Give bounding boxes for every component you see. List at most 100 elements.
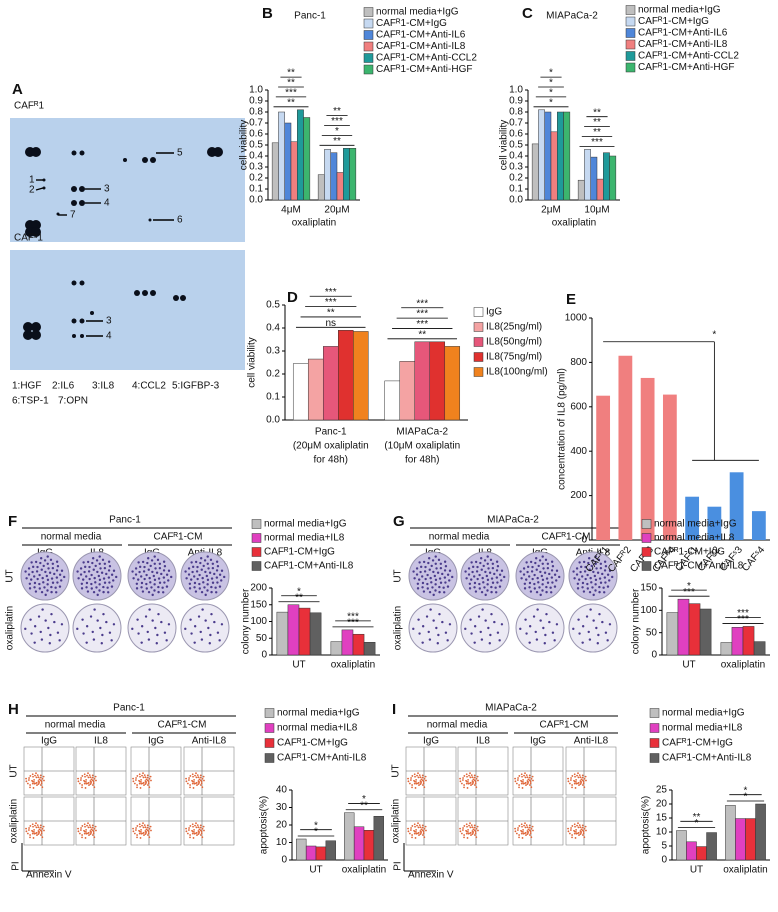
bar bbox=[363, 642, 376, 656]
flow-event bbox=[529, 780, 532, 783]
flow-event bbox=[142, 822, 144, 825]
legend-swatch bbox=[363, 7, 374, 17]
flow-event bbox=[422, 782, 425, 785]
flow-event bbox=[94, 775, 97, 778]
flow-event bbox=[526, 783, 529, 786]
colony bbox=[24, 570, 27, 573]
legend-label: normal media+IgG bbox=[662, 708, 745, 719]
flow-event bbox=[520, 823, 523, 826]
flow-event bbox=[416, 832, 419, 835]
colony bbox=[578, 578, 581, 581]
colony bbox=[190, 632, 193, 635]
flow-event bbox=[32, 787, 35, 789]
flow-event bbox=[419, 776, 422, 779]
flow-event bbox=[81, 834, 84, 836]
colony bbox=[112, 623, 116, 626]
flow-event bbox=[201, 836, 204, 839]
flow-event bbox=[28, 777, 30, 779]
flow-event bbox=[465, 829, 467, 832]
colony bbox=[524, 618, 527, 621]
panel-letter: D bbox=[287, 289, 298, 306]
flow-event bbox=[33, 782, 36, 785]
colony bbox=[154, 626, 157, 630]
colony bbox=[545, 585, 548, 589]
legend-label: CAFᴿ1-CM+IgG bbox=[277, 738, 348, 749]
array-spot bbox=[79, 280, 85, 286]
colony bbox=[140, 641, 143, 644]
colony bbox=[202, 564, 205, 568]
colony bbox=[432, 619, 435, 622]
colony bbox=[41, 576, 44, 580]
flow-event bbox=[193, 779, 195, 781]
flow-event bbox=[460, 782, 463, 785]
flow-event bbox=[81, 784, 84, 786]
bar bbox=[322, 346, 339, 421]
colony bbox=[215, 576, 219, 579]
colony bbox=[165, 639, 168, 642]
array-spot bbox=[90, 311, 94, 315]
x-axis-label: oxaliplatin bbox=[292, 218, 336, 229]
flow-event bbox=[466, 787, 469, 789]
group-label: normal media bbox=[427, 720, 488, 731]
flow-event bbox=[467, 832, 470, 835]
colony bbox=[158, 562, 162, 566]
colony bbox=[575, 573, 579, 576]
row-label: UT bbox=[391, 764, 402, 777]
flow-event bbox=[522, 779, 524, 781]
colony bbox=[441, 572, 444, 576]
flow-event bbox=[567, 777, 569, 780]
x-tick-label: oxaliplatin bbox=[721, 660, 765, 671]
colony bbox=[48, 642, 51, 645]
colony bbox=[577, 618, 580, 621]
bar bbox=[276, 611, 289, 656]
legend-label: CAFᴿ1-CM+Anti-CCL2 bbox=[638, 51, 739, 62]
colony bbox=[587, 557, 591, 560]
colony bbox=[151, 593, 154, 597]
flow-event bbox=[90, 828, 93, 831]
flow-event bbox=[526, 826, 529, 829]
y-tick-label: 0.8 bbox=[249, 107, 263, 118]
colony bbox=[488, 642, 491, 645]
flow-event bbox=[200, 832, 203, 835]
flow-event bbox=[525, 834, 527, 837]
flow-event bbox=[530, 827, 533, 830]
flow-event bbox=[139, 787, 142, 789]
colony bbox=[476, 577, 479, 581]
flow-event bbox=[472, 778, 475, 781]
flow-event bbox=[146, 779, 149, 782]
y-tick-label: 0 bbox=[581, 535, 587, 546]
colony bbox=[541, 578, 545, 582]
colony bbox=[208, 571, 212, 574]
colony bbox=[189, 618, 192, 621]
column-label: IgG bbox=[41, 736, 57, 747]
x-tick-label: 20μM bbox=[324, 205, 349, 216]
y-tick-label: 150 bbox=[250, 599, 267, 610]
array-spot bbox=[71, 318, 77, 324]
flow-event bbox=[36, 774, 39, 777]
colony bbox=[163, 631, 167, 634]
significance-label: *** bbox=[347, 611, 359, 622]
colony bbox=[432, 570, 435, 574]
colony bbox=[199, 561, 202, 565]
colony bbox=[539, 593, 542, 597]
flow-event bbox=[570, 827, 572, 829]
flow-event bbox=[571, 786, 573, 789]
colony bbox=[429, 608, 432, 611]
flow-event bbox=[522, 782, 525, 785]
legend-swatch bbox=[473, 322, 484, 332]
colony bbox=[430, 564, 433, 568]
colony bbox=[135, 587, 139, 590]
flow-event bbox=[144, 783, 147, 786]
flow-event bbox=[528, 824, 531, 827]
row-label: oxaliplatin bbox=[391, 799, 402, 843]
colony bbox=[220, 623, 224, 626]
flow-event bbox=[471, 826, 474, 829]
colony bbox=[446, 639, 449, 642]
flow-event bbox=[37, 833, 40, 836]
flow-event bbox=[416, 782, 419, 785]
colony bbox=[45, 574, 49, 578]
colony bbox=[598, 585, 601, 589]
colony bbox=[478, 573, 481, 577]
row-label: oxaliplatin bbox=[9, 799, 20, 843]
colony bbox=[143, 577, 146, 581]
